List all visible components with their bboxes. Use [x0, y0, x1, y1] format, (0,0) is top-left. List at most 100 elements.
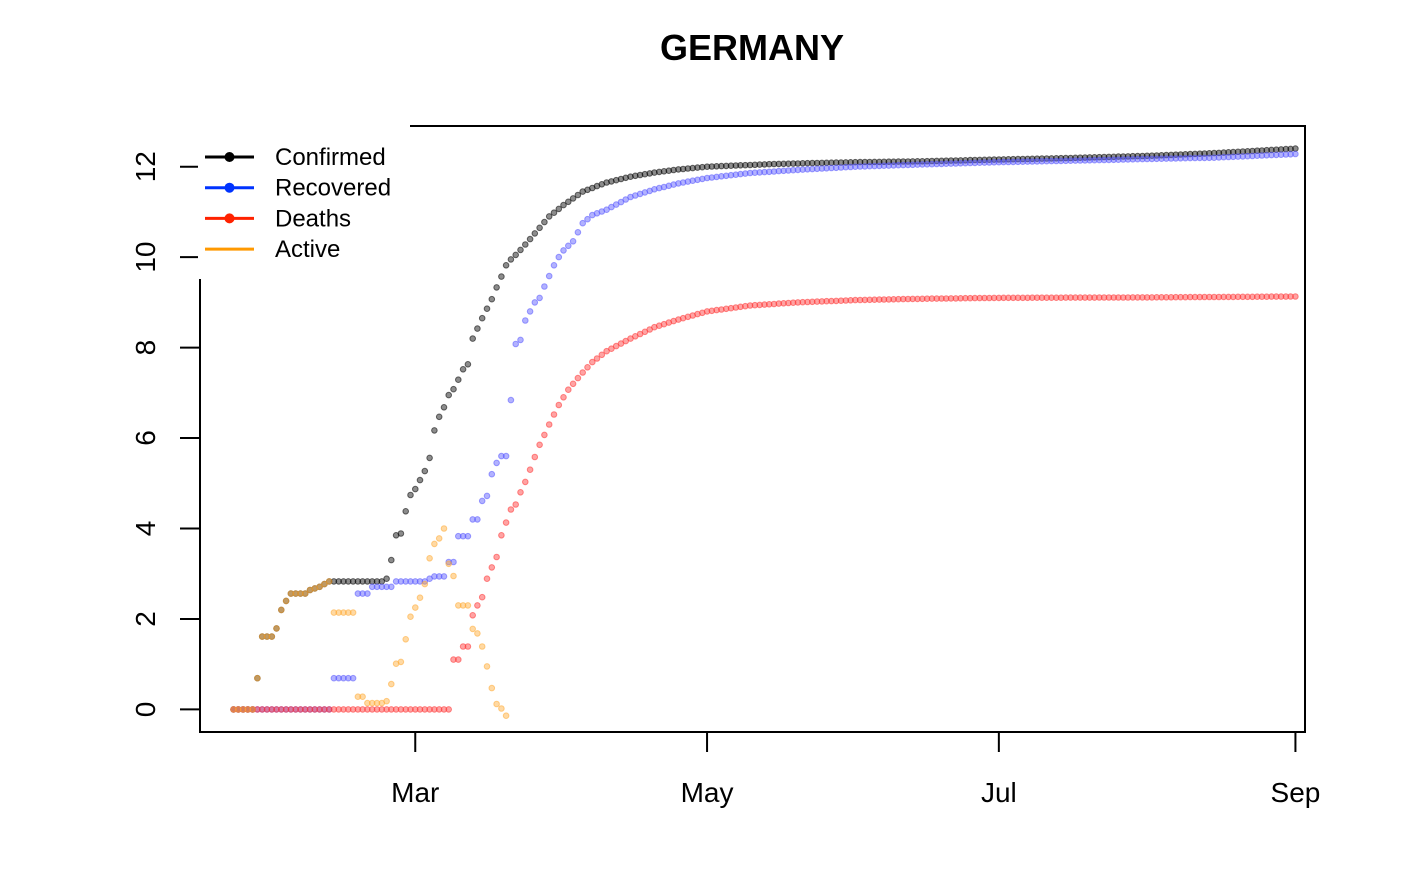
- data-point: [670, 181, 677, 188]
- data-point: [1153, 152, 1160, 159]
- data-point: [746, 161, 754, 169]
- data-point: [1115, 294, 1122, 301]
- data-point: [1029, 294, 1036, 302]
- data-point: [603, 179, 610, 186]
- data-point: [799, 160, 807, 167]
- data-point: [756, 169, 764, 176]
- data-point: [493, 459, 500, 467]
- data-point: [660, 168, 668, 175]
- data-point: [923, 295, 931, 303]
- data-point: [675, 166, 682, 173]
- data-point: [555, 401, 563, 409]
- data-point: [1249, 147, 1256, 155]
- data-point: [995, 294, 1003, 302]
- data-point: [842, 163, 850, 171]
- data-point: [785, 299, 792, 307]
- data-point: [1220, 149, 1227, 156]
- data-point: [938, 295, 945, 302]
- data-point: [474, 516, 481, 523]
- data-point: [1210, 154, 1218, 161]
- data-point: [789, 166, 797, 174]
- data-point: [1119, 156, 1127, 163]
- data-point: [1148, 155, 1156, 163]
- data-point: [230, 706, 237, 713]
- data-point: [703, 163, 711, 170]
- data-point: [775, 300, 783, 307]
- data-point: [756, 301, 764, 309]
- data-point: [952, 295, 960, 302]
- data-point: [919, 295, 926, 303]
- data-point: [330, 609, 338, 616]
- data-point: [560, 201, 567, 209]
- data-point: [876, 162, 883, 170]
- data-point: [737, 303, 744, 311]
- data-point: [880, 162, 888, 169]
- data-point: [670, 166, 677, 174]
- data-point: [459, 643, 467, 650]
- data-point: [813, 165, 821, 173]
- data-point: [957, 160, 964, 167]
- data-point: [426, 454, 433, 462]
- data-point: [1024, 294, 1031, 302]
- data-point: [440, 706, 448, 713]
- data-point: [1249, 293, 1256, 301]
- data-point: [775, 167, 783, 175]
- data-point: [1292, 145, 1299, 152]
- data-point: [407, 706, 414, 713]
- data-point: [340, 706, 347, 713]
- data-point: [1076, 157, 1084, 164]
- data-point: [1210, 149, 1218, 157]
- data-point: [608, 178, 615, 185]
- data-point: [694, 176, 701, 184]
- data-point: [263, 706, 271, 713]
- data-point: [349, 578, 357, 585]
- data-point: [378, 583, 386, 591]
- data-point: [550, 262, 558, 269]
- x-axis: Mar May Jul Sep: [391, 732, 1320, 808]
- data-point: [809, 298, 816, 306]
- data-point: [330, 706, 338, 713]
- data-point: [684, 165, 692, 172]
- y-tick-label: 4: [130, 521, 161, 537]
- data-point: [383, 706, 390, 713]
- data-point: [947, 295, 955, 302]
- data-point: [1206, 150, 1213, 157]
- data-point: [569, 195, 577, 202]
- data-point: [412, 604, 419, 611]
- data-point: [569, 238, 577, 245]
- data-point: [584, 215, 591, 223]
- data-point: [378, 706, 386, 713]
- data-point: [526, 466, 534, 474]
- data-point: [938, 160, 945, 168]
- data-point: [560, 394, 567, 401]
- data-point: [1038, 294, 1046, 302]
- data-point: [1239, 293, 1247, 301]
- data-point: [651, 186, 658, 193]
- data-point: [1229, 148, 1237, 156]
- data-point: [431, 427, 438, 434]
- data-point: [502, 712, 510, 720]
- y-tick-label: 2: [130, 611, 161, 627]
- data-point: [971, 294, 979, 302]
- data-point: [301, 706, 309, 713]
- data-point: [880, 296, 888, 303]
- data-point: [732, 304, 740, 311]
- data-point: [847, 297, 854, 304]
- data-point: [1100, 156, 1108, 164]
- data-point: [1043, 157, 1050, 165]
- data-point: [402, 636, 410, 643]
- data-point: [1081, 157, 1089, 164]
- data-point: [316, 583, 323, 591]
- data-point: [765, 168, 773, 176]
- data-point: [1067, 294, 1074, 301]
- data-point: [493, 700, 500, 708]
- data-point: [694, 310, 701, 318]
- data-point: [368, 706, 376, 713]
- data-point: [1019, 158, 1027, 165]
- data-point: [368, 699, 376, 707]
- data-point: [392, 578, 400, 585]
- data-point: [1234, 293, 1242, 301]
- data-point: [268, 633, 276, 640]
- data-point: [287, 590, 295, 597]
- data-point: [349, 674, 357, 682]
